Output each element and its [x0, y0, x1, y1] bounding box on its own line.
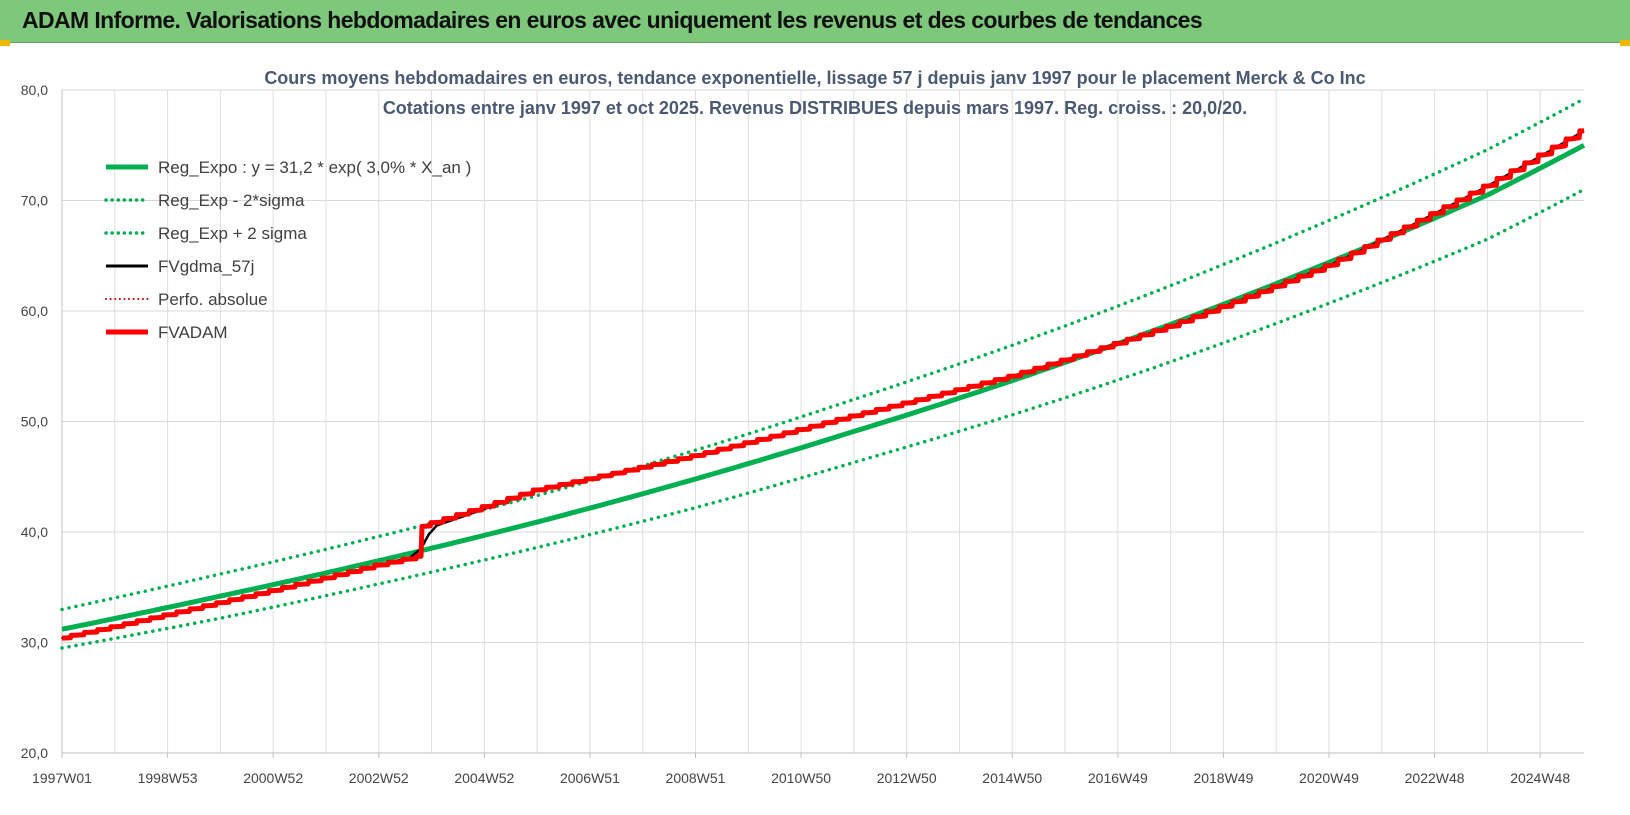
x-tick-label: 2020W49 — [1299, 770, 1359, 786]
x-tick-label: 1998W53 — [138, 770, 198, 786]
series-line-reg-exp-2-sigma — [60, 187, 1586, 650]
x-tick-label: 2004W52 — [454, 770, 514, 786]
series-lines — [60, 97, 1586, 650]
series-line-fvadam — [61, 128, 1584, 641]
x-tick-label: 2006W51 — [560, 770, 620, 786]
legend-label: Perfo. absolue — [158, 290, 268, 309]
y-tick-label: 60,0 — [21, 303, 48, 319]
x-tick-label: 2000W52 — [243, 770, 303, 786]
header-bar: ADAM Informe. Valorisations hebdomadaire… — [0, 0, 1630, 43]
series-line-reg-exp-2-sigma — [60, 97, 1586, 612]
y-tick-label: 50,0 — [21, 414, 48, 430]
chart: 20,0 30,0 40,0 50,0 60,0 70,0 80,0 1997W01 1998W… — [21, 68, 1586, 786]
x-tick-label: 2018W49 — [1193, 770, 1253, 786]
legend-label: Reg_Expo : y = 31,2 * exp( 3,0% * X_an ) — [158, 158, 471, 177]
x-tick-label: 2016W49 — [1088, 770, 1148, 786]
x-tick-label: 1997W01 — [32, 770, 92, 786]
header-title: ADAM Informe. Valorisations hebdomadaire… — [22, 7, 1203, 33]
legend-label: FVgdma_57j — [158, 257, 254, 276]
x-tick-label: 2012W50 — [877, 770, 937, 786]
legend: Reg_Expo : y = 31,2 * exp( 3,0% * X_an )… — [104, 158, 471, 342]
y-tick-label: 30,0 — [21, 635, 48, 651]
x-tick-label: 2008W51 — [666, 770, 726, 786]
x-tick-label: 2010W50 — [771, 770, 831, 786]
x-tick-label: 2014W50 — [982, 770, 1042, 786]
y-tick-label: 70,0 — [21, 193, 48, 209]
legend-label: FVADAM — [158, 323, 228, 342]
corner-mark-top-left — [0, 40, 10, 46]
x-tick-label: 2002W52 — [349, 770, 409, 786]
chart-title-line1: Cours moyens hebdomadaires en euros, ten… — [264, 68, 1365, 88]
corner-mark-top-right — [1620, 40, 1630, 46]
legend-label: Reg_Exp + 2 sigma — [158, 224, 307, 243]
chart-title-line2: Cotations entre janv 1997 et oct 2025. R… — [383, 98, 1247, 118]
y-tick-label: 20,0 — [21, 745, 48, 761]
y-tick-label: 80,0 — [21, 82, 48, 98]
axes: 20,0 30,0 40,0 50,0 60,0 70,0 80,0 1997W01 1998W… — [21, 82, 1584, 786]
x-tick-label: 2024W48 — [1510, 770, 1570, 786]
y-tick-label: 40,0 — [21, 524, 48, 540]
x-tick-label: 2022W48 — [1405, 770, 1465, 786]
legend-label: Reg_Exp - 2*sigma — [158, 191, 305, 210]
